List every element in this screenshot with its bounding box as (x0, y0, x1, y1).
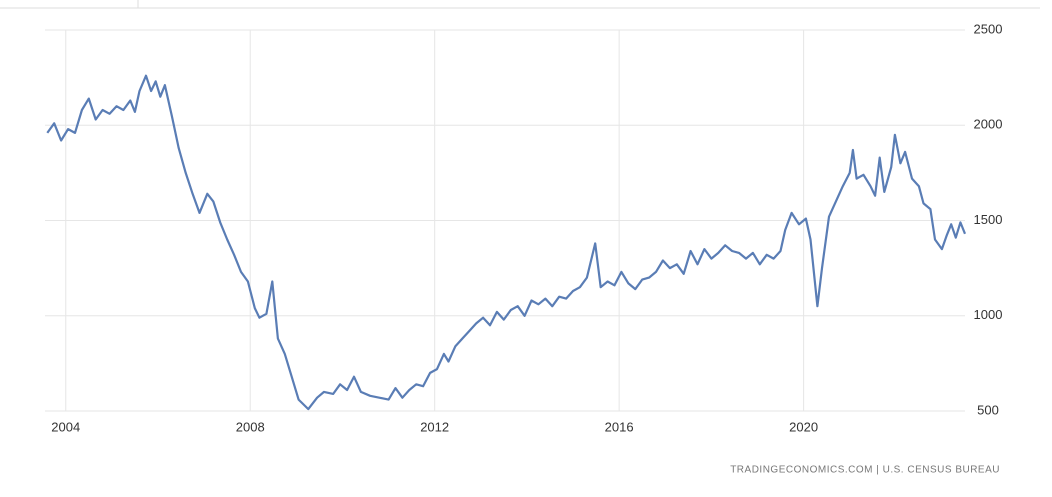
y-tick-label: 2500 (974, 21, 1003, 36)
y-tick-label: 1500 (974, 212, 1003, 227)
x-tick-label: 2008 (236, 419, 265, 434)
y-tick-label: 500 (977, 402, 999, 417)
data-line (46, 74, 967, 411)
tab-border (0, 0, 1040, 9)
x-tick-label: 2020 (789, 419, 818, 434)
y-tick-label: 2000 (974, 117, 1003, 132)
x-tick-label: 2016 (605, 419, 634, 434)
x-tick-label: 2012 (420, 419, 449, 434)
source-note: TRADINGECONOMICS.COM | U.S. CENSUS BUREA… (730, 465, 1000, 476)
y-tick-label: 1000 (974, 307, 1003, 322)
x-tick-label: 2004 (51, 419, 80, 434)
